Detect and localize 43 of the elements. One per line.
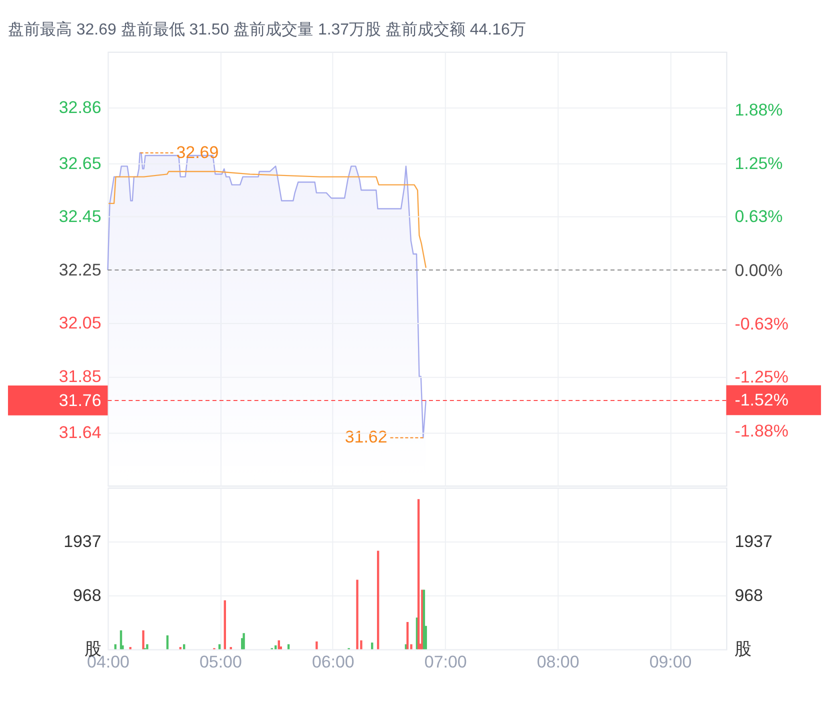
line-series xyxy=(108,170,426,268)
bar xyxy=(114,644,116,650)
y2-tick-label: -1.25% xyxy=(734,368,788,387)
x-tick-label: 08:00 xyxy=(536,652,580,672)
y-tick-label: 32.05 xyxy=(58,314,102,333)
bar xyxy=(376,550,380,650)
bar xyxy=(242,633,245,650)
y-tick-label: 32.25 xyxy=(58,260,102,280)
y-tick-label: 968 xyxy=(72,586,102,605)
bar xyxy=(182,644,186,650)
y-tick-label: 32.45 xyxy=(58,207,102,226)
y2-tick-label: 1.88% xyxy=(734,100,783,120)
bar xyxy=(287,644,290,650)
y-tick-label: 31.64 xyxy=(58,422,102,442)
bar xyxy=(142,630,144,650)
bar xyxy=(316,641,318,650)
annotation: 31.62 xyxy=(344,428,388,447)
y2-tick-label: 0.00% xyxy=(734,260,783,280)
y2-tick-label: 股 xyxy=(734,640,752,659)
x-tick-label: 05:00 xyxy=(199,652,242,672)
x-tick-label: 06:00 xyxy=(312,652,354,672)
bar xyxy=(224,600,226,650)
y2-tick-label: 968 xyxy=(734,586,763,605)
y2-tick-label: -1.52% xyxy=(734,390,788,410)
x-tick-label: 09:00 xyxy=(649,652,692,672)
bar xyxy=(406,622,409,650)
y-tick-label: 32.86 xyxy=(58,98,102,118)
bar xyxy=(146,644,148,650)
x-tick-label: 07:00 xyxy=(424,652,467,672)
y-tick-label: 32.65 xyxy=(58,154,102,173)
y2-tick-label: 0.63% xyxy=(734,207,783,226)
y-tick-label: 1937 xyxy=(64,532,102,552)
bar xyxy=(417,499,420,650)
bar xyxy=(218,644,221,650)
y-tick-label: 31.76 xyxy=(58,390,102,410)
annotation: 32.69 xyxy=(176,142,219,162)
y2-tick-label: 1.25% xyxy=(734,154,783,174)
y-tick-label: 31.85 xyxy=(58,366,102,386)
y2-tick-label: -0.63% xyxy=(734,314,788,334)
y2-tick-label: 1937 xyxy=(734,532,772,552)
bar xyxy=(356,580,358,650)
chart-title: 盘前最高 32.69 盘前最低 31.50 盘前成交量 1.37万股 盘前成交额 44.16万 xyxy=(8,20,526,39)
y2-tick-label: -1.88% xyxy=(734,421,788,440)
